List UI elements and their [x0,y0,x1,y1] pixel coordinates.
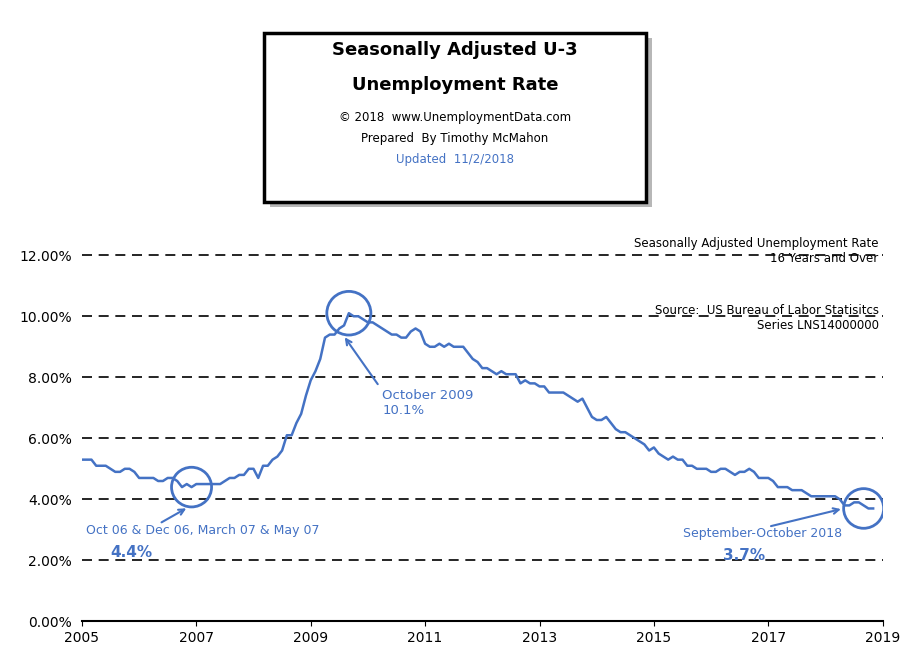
Text: Source:  US Bureau of Labor Statisitcs
Series LNS14000000: Source: US Bureau of Labor Statisitcs Se… [654,304,879,332]
Text: October 2009
10.1%: October 2009 10.1% [382,389,473,418]
Text: 3.7%: 3.7% [723,548,764,563]
Text: Unemployment Rate: Unemployment Rate [352,76,558,94]
Text: Oct 06 & Dec 06, March 07 & May 07: Oct 06 & Dec 06, March 07 & May 07 [86,524,320,537]
Text: September-October 2018: September-October 2018 [682,527,842,540]
Text: Seasonally Adjusted Unemployment Rate
16 Years and Over: Seasonally Adjusted Unemployment Rate 16… [634,237,879,264]
Text: © 2018  www.UnemploymentData.com: © 2018 www.UnemploymentData.com [339,111,571,124]
Text: Updated  11/2/2018: Updated 11/2/2018 [396,153,514,167]
Text: Seasonally Adjusted U-3: Seasonally Adjusted U-3 [332,41,578,59]
Text: Prepared  By Timothy McMahon: Prepared By Timothy McMahon [361,132,549,145]
Text: 4.4%: 4.4% [110,545,153,560]
